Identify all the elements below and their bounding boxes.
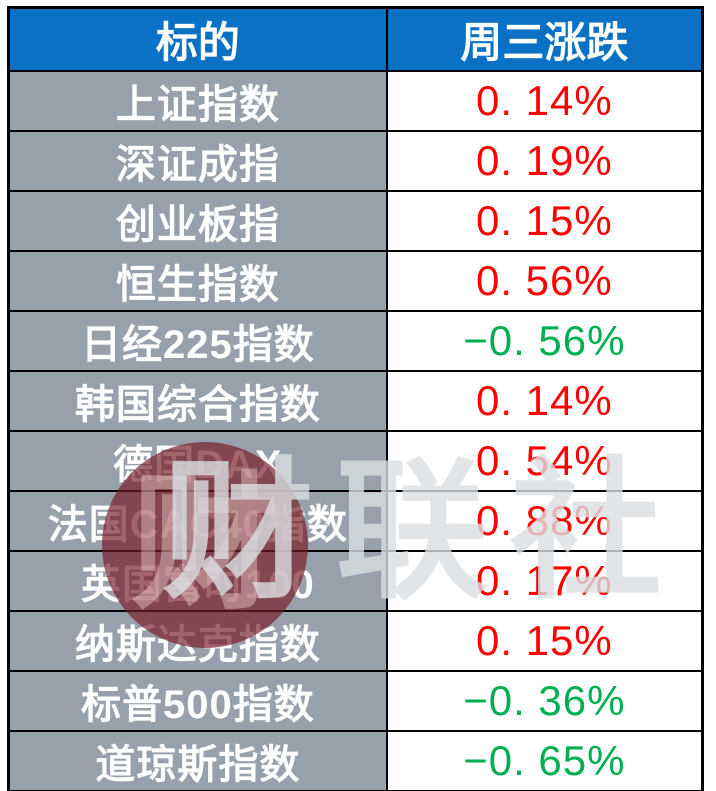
change-value: 0. 15% xyxy=(385,610,704,672)
table-row: 法国CAC40指数 0. 88% xyxy=(7,490,704,552)
change-value: 0. 14% xyxy=(385,370,704,432)
change-value: −0. 56% xyxy=(385,310,704,372)
table-row: 恒生指数 0. 56% xyxy=(7,250,704,312)
header-cell-target: 标的 xyxy=(7,6,388,72)
index-name: 日经225指数 xyxy=(7,310,388,372)
index-name: 上证指数 xyxy=(7,70,388,132)
index-name: 创业板指 xyxy=(7,190,388,252)
change-value: 0. 88% xyxy=(385,490,704,552)
change-value: −0. 36% xyxy=(385,670,704,732)
change-value: 0. 54% xyxy=(385,430,704,492)
index-name: 道琼斯指数 xyxy=(7,730,388,791)
index-name: 恒生指数 xyxy=(7,250,388,312)
table-row: 上证指数 0. 14% xyxy=(7,70,704,132)
table-row: 韩国综合指数 0. 14% xyxy=(7,370,704,432)
table-row: 德国DAX 0. 54% xyxy=(7,430,704,492)
index-name: 深证成指 xyxy=(7,130,388,192)
change-value: 0. 14% xyxy=(385,70,704,132)
index-change-table: 标的 周三涨跌 上证指数 0. 14% 深证成指 0. 19% 创业板指 0. … xyxy=(7,6,704,791)
table-row: 道琼斯指数 −0. 65% xyxy=(7,730,704,791)
change-value: −0. 65% xyxy=(385,730,704,791)
index-name: 纳斯达克指数 xyxy=(7,610,388,672)
table-row: 创业板指 0. 15% xyxy=(7,190,704,252)
table-row: 英国富时100 0. 17% xyxy=(7,550,704,612)
table-row: 深证成指 0. 19% xyxy=(7,130,704,192)
table-header-row: 标的 周三涨跌 xyxy=(7,6,704,72)
index-name: 法国CAC40指数 xyxy=(7,490,388,552)
change-value: 0. 17% xyxy=(385,550,704,612)
table-row: 纳斯达克指数 0. 15% xyxy=(7,610,704,672)
index-name: 韩国综合指数 xyxy=(7,370,388,432)
header-cell-change: 周三涨跌 xyxy=(385,6,704,72)
change-value: 0. 19% xyxy=(385,130,704,192)
table-row: 标普500指数 −0. 36% xyxy=(7,670,704,732)
index-name: 标普500指数 xyxy=(7,670,388,732)
index-name: 英国富时100 xyxy=(7,550,388,612)
change-value: 0. 15% xyxy=(385,190,704,252)
table-row: 日经225指数 −0. 56% xyxy=(7,310,704,372)
index-name: 德国DAX xyxy=(7,430,388,492)
change-value: 0. 56% xyxy=(385,250,704,312)
